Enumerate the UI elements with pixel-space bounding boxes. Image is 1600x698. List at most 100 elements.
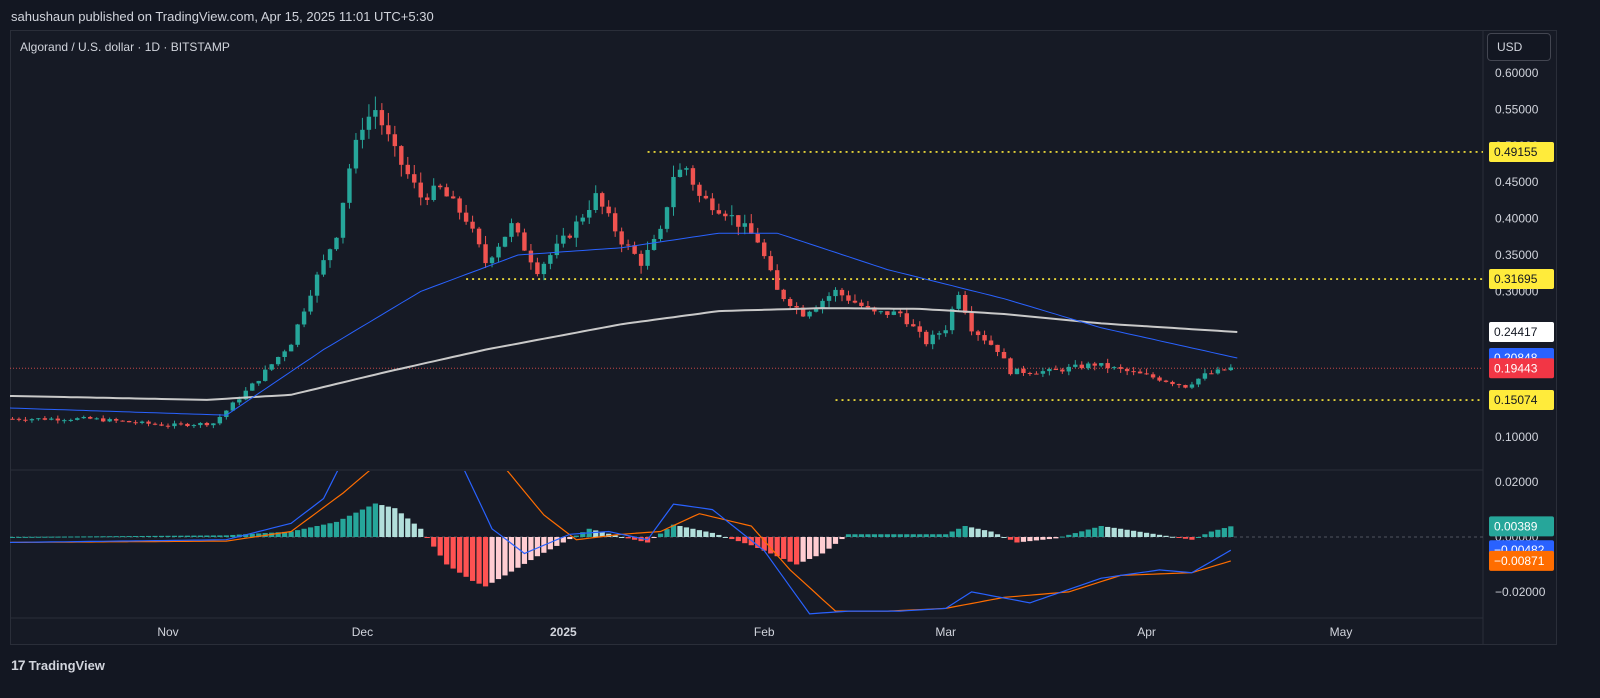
candle-body bbox=[1189, 384, 1195, 388]
macd-histogram-bar bbox=[547, 537, 553, 550]
macd-histogram-bar bbox=[1169, 536, 1176, 538]
macd-histogram-bar bbox=[800, 537, 806, 562]
macd-histogram-bar bbox=[178, 535, 184, 537]
candle-body bbox=[1079, 364, 1084, 369]
candle-body bbox=[353, 139, 359, 169]
tradingview-mark-icon: 17 bbox=[11, 657, 26, 673]
candle-body bbox=[723, 213, 728, 217]
candle-body bbox=[703, 195, 709, 199]
candle-body bbox=[1170, 381, 1175, 385]
candle-body bbox=[541, 263, 547, 275]
level-price-tag-bg bbox=[1489, 390, 1554, 411]
macd-histogram-bar bbox=[74, 536, 80, 538]
price-tick-label: 0.45000 bbox=[1495, 175, 1539, 189]
macd-histogram-bar bbox=[865, 534, 871, 537]
candle-body bbox=[1144, 373, 1149, 375]
macd-histogram-bar bbox=[340, 518, 346, 537]
candle-body bbox=[68, 419, 73, 421]
macd-histogram-bar bbox=[411, 523, 417, 537]
level-price-tag: 0.31695 bbox=[1494, 272, 1538, 286]
candle-body bbox=[16, 418, 22, 420]
price-tick-label: 0.55000 bbox=[1495, 102, 1539, 116]
candle-body bbox=[334, 237, 339, 250]
candle-body bbox=[781, 289, 786, 300]
candle-body bbox=[742, 223, 747, 227]
tradingview-logo[interactable]: 17 TradingView bbox=[11, 657, 105, 673]
candle-body bbox=[606, 206, 611, 214]
macd-histogram-bar bbox=[1208, 531, 1214, 537]
candle-body bbox=[632, 245, 637, 254]
candle-body bbox=[1047, 368, 1052, 372]
candle-body bbox=[94, 418, 99, 420]
macd-histogram-bar bbox=[275, 532, 281, 537]
candle-body bbox=[625, 244, 631, 246]
macd-histogram-bar bbox=[353, 512, 359, 537]
macd-histogram-bar bbox=[638, 537, 644, 542]
candle-body bbox=[100, 418, 106, 422]
candle-body bbox=[288, 344, 294, 352]
macd-histogram-bar bbox=[722, 537, 728, 538]
macd-histogram-bar bbox=[580, 532, 586, 537]
date-tick-label: May bbox=[1330, 625, 1353, 639]
macd-histogram-bar bbox=[437, 537, 443, 556]
macd-tag-bg bbox=[1489, 550, 1554, 571]
macd-histogram-bar bbox=[1111, 527, 1117, 537]
candle-body bbox=[800, 307, 806, 317]
macd-histogram-bar bbox=[742, 537, 748, 544]
macd-histogram-bar bbox=[619, 537, 625, 538]
macd-histogram-bar bbox=[405, 518, 411, 537]
macd-histogram-bar bbox=[372, 503, 378, 537]
candle-body bbox=[120, 420, 125, 422]
macd-histogram-bar bbox=[858, 534, 865, 537]
candle-body bbox=[327, 249, 333, 261]
candle-body bbox=[1137, 371, 1143, 374]
candle-body bbox=[969, 312, 974, 332]
macd-histogram-bar bbox=[781, 537, 787, 559]
candle-body bbox=[1176, 384, 1182, 386]
macd-histogram-bar bbox=[184, 535, 191, 537]
currency-button[interactable]: USD bbox=[1487, 33, 1551, 61]
candle-body bbox=[911, 324, 916, 327]
macd-histogram-bar bbox=[1046, 537, 1052, 540]
candle-body bbox=[561, 235, 566, 244]
candle-body bbox=[645, 249, 650, 266]
candle-body bbox=[470, 221, 475, 229]
candle-body bbox=[1034, 373, 1039, 375]
candle-body bbox=[1183, 385, 1188, 388]
candle-body bbox=[269, 364, 274, 370]
macd-histogram-bar bbox=[379, 505, 385, 537]
candle-body bbox=[42, 418, 48, 420]
macd-histogram-bar bbox=[826, 537, 832, 549]
candle-body bbox=[314, 274, 320, 296]
candle-body bbox=[425, 197, 430, 200]
macd-histogram-bar bbox=[81, 536, 87, 538]
macd-histogram-bar bbox=[307, 527, 314, 537]
macd-histogram-bar bbox=[126, 536, 132, 538]
macd-histogram-bar bbox=[431, 537, 437, 547]
candle-body bbox=[62, 420, 67, 422]
candle-body bbox=[567, 235, 573, 238]
candle-body bbox=[1099, 363, 1104, 366]
price-tick-label: 0.35000 bbox=[1495, 248, 1539, 262]
macd-histogram-bar bbox=[664, 529, 670, 537]
candle-body bbox=[263, 369, 268, 381]
candle-body bbox=[988, 340, 994, 345]
macd-histogram-bar bbox=[1007, 537, 1014, 540]
macd-histogram-bar bbox=[68, 536, 74, 538]
candle-body bbox=[1021, 368, 1026, 373]
candle-body bbox=[612, 213, 618, 232]
candle-body bbox=[716, 210, 722, 214]
candle-body bbox=[237, 399, 242, 403]
price-tag: 0.24417 bbox=[1494, 325, 1538, 339]
macd-histogram-bar bbox=[1189, 537, 1195, 540]
macd-histogram-bar bbox=[852, 534, 858, 537]
candle-body bbox=[1111, 367, 1117, 369]
candle-body bbox=[1092, 363, 1097, 366]
candle-body bbox=[664, 207, 670, 229]
macd-tick-label: −0.02000 bbox=[1495, 585, 1546, 599]
macd-histogram-bar bbox=[839, 537, 845, 540]
macd-pane bbox=[10, 471, 1483, 615]
footer-bar bbox=[0, 650, 1600, 698]
chart-canvas[interactable]: 0.100000.150000.200000.250000.300000.350… bbox=[10, 30, 1557, 645]
candle-body bbox=[852, 300, 858, 303]
